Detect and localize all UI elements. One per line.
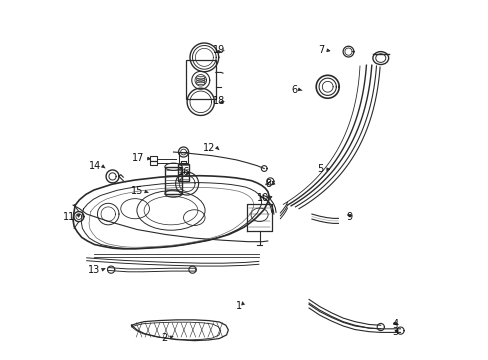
Text: 2: 2: [161, 333, 167, 343]
Bar: [179, 152, 187, 163]
Bar: [186, 60, 215, 99]
Text: 3: 3: [392, 327, 398, 337]
Text: 14: 14: [89, 161, 101, 171]
Text: 11: 11: [63, 212, 75, 221]
Text: 18: 18: [212, 96, 224, 106]
Bar: [149, 156, 157, 161]
Text: 12: 12: [203, 143, 215, 153]
Bar: [178, 163, 189, 181]
Text: 4: 4: [392, 319, 398, 329]
Text: 5: 5: [317, 164, 323, 174]
Text: 6: 6: [291, 85, 297, 95]
Text: 10: 10: [257, 193, 269, 203]
Text: 9: 9: [345, 212, 351, 221]
Text: 13: 13: [88, 265, 100, 275]
Text: 16: 16: [177, 167, 190, 177]
Text: 17: 17: [132, 153, 144, 163]
Text: 1: 1: [235, 301, 241, 311]
Text: 7: 7: [318, 45, 324, 55]
Bar: [164, 167, 182, 194]
Bar: [149, 161, 157, 165]
Text: 15: 15: [131, 186, 143, 197]
Text: 8: 8: [265, 179, 271, 189]
Text: 19: 19: [212, 45, 224, 55]
